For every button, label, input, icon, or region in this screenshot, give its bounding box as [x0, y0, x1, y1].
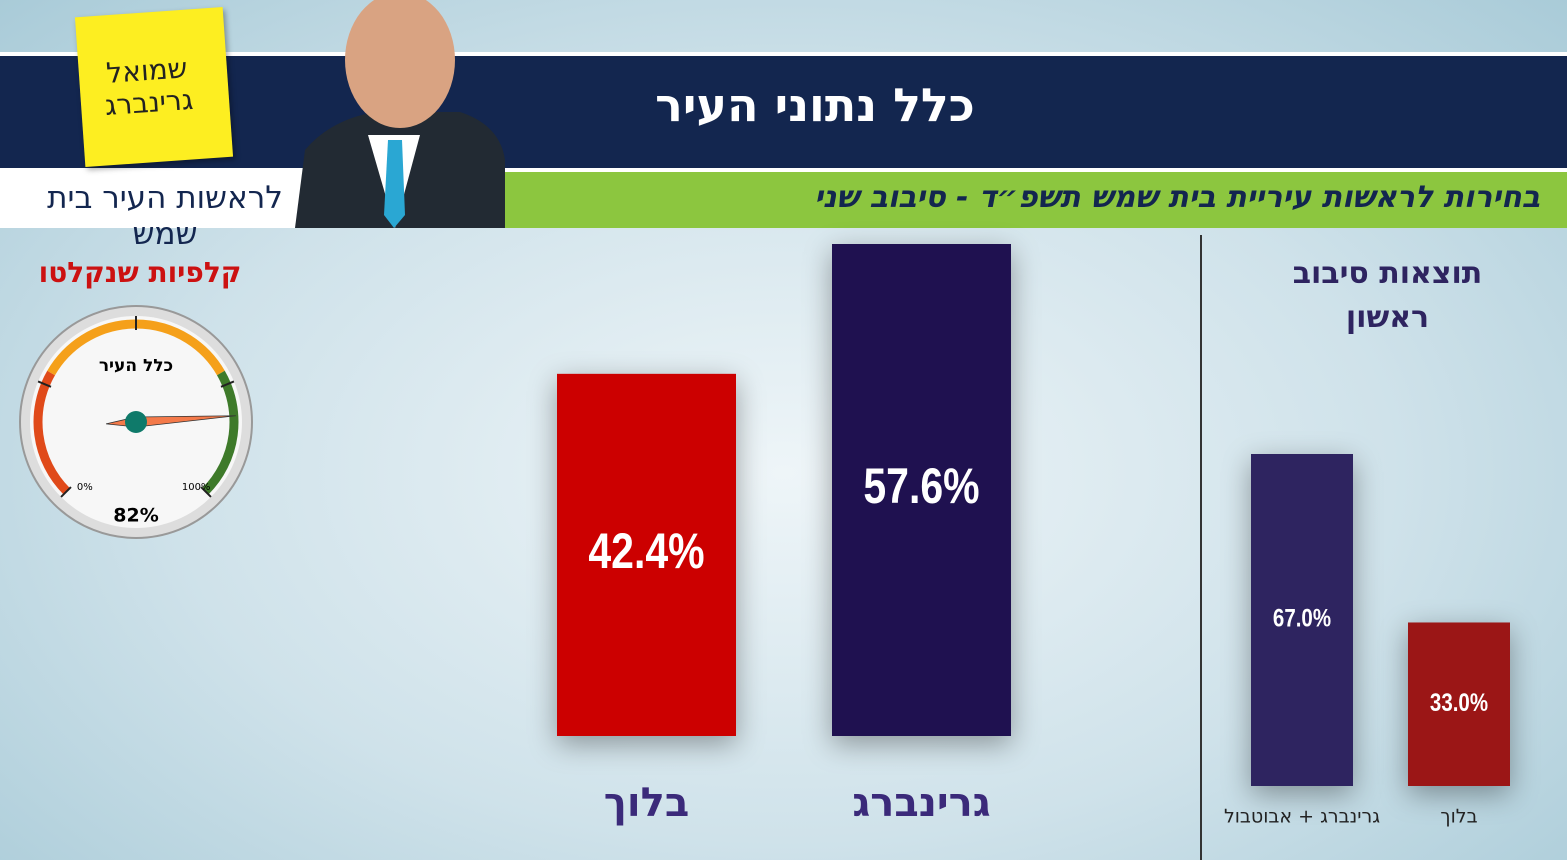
page-subtitle: בחירות לראשות עיריית בית שמש תשפ״ד - סיב…	[814, 180, 1540, 215]
bar	[832, 244, 1011, 736]
page-title: כלל נתוני העיר	[655, 78, 975, 132]
divider	[1200, 235, 1202, 860]
slogan: לראשות העיר בית שמש	[47, 180, 283, 252]
candidate-photo	[295, 0, 505, 228]
bar	[1408, 622, 1510, 786]
header-band	[0, 52, 1567, 172]
subtitle-band	[0, 172, 1567, 228]
gauge-value: 82%	[113, 505, 158, 527]
gauge-tick-label: 0%	[77, 482, 93, 493]
chart-title: תוצאות סיבוב ראשון	[1292, 256, 1483, 335]
gauge-label: כלל העיר	[99, 356, 173, 376]
gauge-decor-tick	[220, 380, 235, 388]
bar-value-label: 57.6%	[863, 458, 979, 514]
gauge-decor-tick	[37, 380, 52, 388]
gauge-band	[202, 370, 239, 495]
gauge-tick	[200, 486, 212, 498]
gauge-title: קלפיות שנקלטו	[38, 256, 242, 289]
gauge-band	[33, 370, 70, 495]
bar-value-label: 67.0%	[1273, 604, 1331, 632]
gauge-tick	[60, 486, 72, 498]
bar-value-label: 33.0%	[1430, 688, 1488, 716]
x-tick-label: גרינברג + אבוטבול	[1224, 806, 1380, 828]
x-tick-label: בלוך	[604, 780, 689, 826]
gauge-hub	[125, 411, 147, 433]
x-tick-label: בלוך	[1440, 806, 1477, 828]
bar	[557, 373, 736, 736]
gauge-tick-label: 100%	[182, 482, 211, 493]
bar	[1251, 454, 1353, 786]
x-tick-label: גרינברג	[852, 780, 990, 826]
bar-value-label: 42.4%	[588, 523, 704, 579]
